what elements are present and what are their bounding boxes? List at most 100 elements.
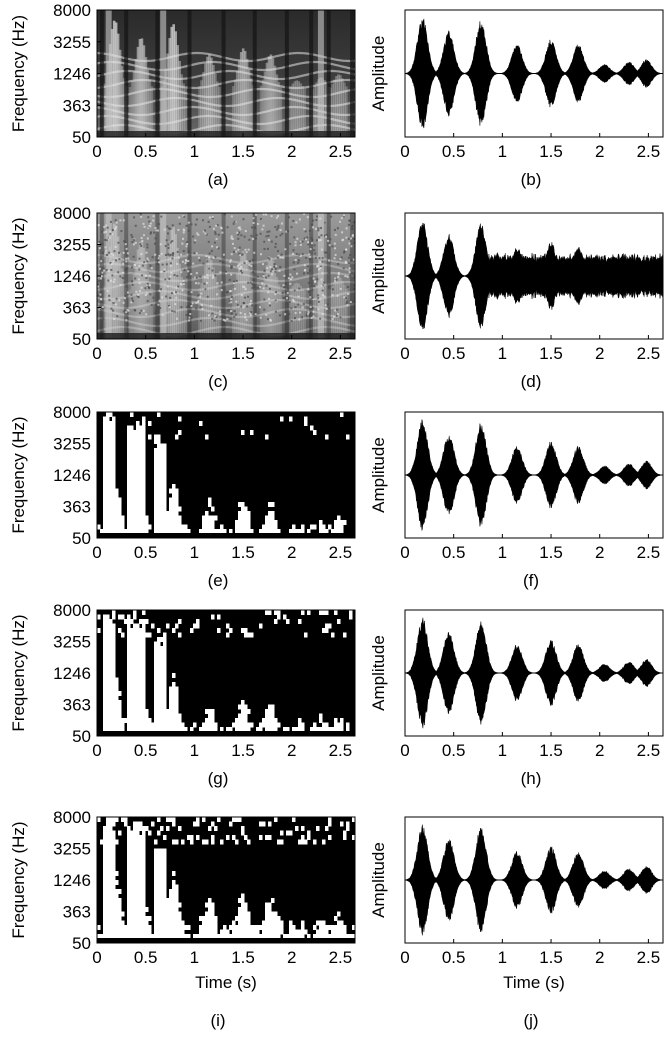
x-tick-label: 1 — [190, 741, 199, 760]
x-tick-label: 1.5 — [539, 948, 563, 967]
y-axis-label: Frequency (Hz) — [9, 614, 28, 731]
x-tick-label: 2 — [595, 948, 604, 967]
panel-j: 0 0.5 1 1.5 2 2.5 Amplitude Time (s) (j) — [369, 816, 664, 1030]
binary-mask-image — [97, 412, 355, 538]
panel-d: 0 0.5 1 1.5 2 2.5 Amplitude (d) — [369, 212, 664, 391]
x-tick-label: 0.5 — [442, 948, 466, 967]
x-tick-label: 2.5 — [329, 741, 353, 760]
x-tick-label: 1.5 — [539, 741, 563, 760]
y-tick-label: 1246 — [53, 466, 91, 485]
spectrogram-image — [97, 10, 355, 137]
binary-mask-image — [97, 610, 355, 736]
x-tick-label: 2.5 — [329, 948, 353, 967]
y-tick-label: 8000 — [53, 403, 91, 422]
y-tick-label: 8000 — [53, 204, 91, 223]
x-tick-label: 1 — [190, 543, 199, 562]
y-tick-label: 8000 — [53, 1, 91, 20]
x-tick-label: 1.5 — [231, 142, 255, 161]
x-tick-label: 0.5 — [134, 948, 158, 967]
y-tick-label: 50 — [72, 330, 91, 349]
panel-f: 0 0.5 1 1.5 2 2.5 Amplitude (f) — [369, 411, 664, 590]
x-tick-label: 1.5 — [539, 142, 563, 161]
y-tick-label: 3255 — [53, 236, 91, 255]
panel-i: 0 0.5 1 1.5 2 2.5 50 363 1246 3255 8000 Frequency (… — [9, 808, 356, 1030]
x-tick-label: 1.5 — [231, 344, 255, 363]
y-tick-label: 363 — [63, 696, 91, 715]
y-tick-label: 1246 — [53, 664, 91, 683]
x-tick-label: 0.5 — [134, 344, 158, 363]
x-tick-label: 2.5 — [637, 142, 661, 161]
x-tick-label: 0 — [400, 948, 409, 967]
x-tick-label: 1 — [190, 344, 199, 363]
x-tick-label: 2.5 — [637, 344, 661, 363]
y-axis-label: Amplitude — [369, 842, 388, 918]
y-axis-label: Frequency (Hz) — [9, 821, 28, 938]
y-tick-label: 50 — [72, 128, 91, 147]
panel-label: (e) — [208, 571, 229, 590]
x-tick-label: 2.5 — [637, 948, 661, 967]
y-tick-label: 3255 — [53, 33, 91, 52]
panel-label: (i) — [210, 1011, 225, 1030]
binary-mask-image — [97, 817, 355, 943]
y-tick-label: 1246 — [53, 65, 91, 84]
panel-c: 0 0.5 1 1.5 2 2.5 50 363 1246 3255 8000 Frequency (… — [9, 204, 356, 391]
x-tick-label: 2 — [287, 344, 296, 363]
y-axis-label: Frequency (Hz) — [9, 217, 28, 334]
x-tick-label: 0.5 — [442, 344, 466, 363]
x-tick-label: 2.5 — [637, 543, 661, 562]
y-axis-label: Frequency (Hz) — [9, 15, 28, 132]
y-tick-label: 363 — [63, 498, 91, 517]
panel-a: 0 0.5 1 1.5 2 2.5 50 363 1246 3255 8000 Frequency (… — [9, 1, 356, 189]
y-axis-label: Amplitude — [369, 635, 388, 711]
x-tick-label: 2 — [595, 344, 604, 363]
panel-label: (b) — [521, 170, 542, 189]
panel-label: (g) — [208, 769, 229, 788]
x-tick-label: 2.5 — [329, 142, 353, 161]
panel-e: 0 0.5 1 1.5 2 2.5 50 363 1246 3255 8000 Frequency (… — [9, 403, 356, 590]
y-tick-label: 8000 — [53, 601, 91, 620]
panel-label: (f) — [523, 571, 539, 590]
x-tick-label: 1.5 — [539, 543, 563, 562]
panel-label: (d) — [521, 372, 542, 391]
y-tick-label: 363 — [63, 903, 91, 922]
x-axis-label: Time (s) — [195, 973, 257, 992]
y-tick-label: 50 — [72, 934, 91, 953]
x-tick-label: 2 — [287, 543, 296, 562]
x-tick-label: 1 — [190, 142, 199, 161]
x-tick-label: 2 — [595, 741, 604, 760]
panel-frame — [404, 9, 664, 138]
panel-label: (c) — [208, 372, 228, 391]
x-tick-label: 0 — [92, 741, 101, 760]
x-tick-label: 2.5 — [637, 741, 661, 760]
x-tick-label: 2 — [287, 741, 296, 760]
panel-frame — [404, 609, 664, 737]
x-tick-label: 0 — [92, 344, 101, 363]
y-tick-label: 50 — [72, 529, 91, 548]
x-tick-label: 1 — [190, 948, 199, 967]
x-tick-label: 2 — [595, 142, 604, 161]
x-tick-label: 0 — [92, 142, 101, 161]
x-tick-label: 2 — [287, 142, 296, 161]
x-tick-label: 1 — [498, 142, 507, 161]
panel-frame — [404, 212, 664, 340]
y-tick-label: 3255 — [53, 633, 91, 652]
x-tick-label: 1 — [498, 948, 507, 967]
x-tick-label: 1.5 — [539, 344, 563, 363]
y-tick-label: 3255 — [53, 840, 91, 859]
panel-frame — [404, 816, 664, 944]
x-tick-label: 2.5 — [329, 344, 353, 363]
x-tick-label: 2.5 — [329, 543, 353, 562]
x-tick-label: 0.5 — [442, 741, 466, 760]
x-tick-label: 0.5 — [134, 741, 158, 760]
x-tick-label: 0 — [400, 543, 409, 562]
x-tick-label: 0 — [400, 344, 409, 363]
panel-label: (a) — [208, 170, 229, 189]
panel-label: (j) — [523, 1011, 538, 1030]
x-tick-label: 0.5 — [134, 142, 158, 161]
x-tick-label: 0 — [400, 142, 409, 161]
x-tick-label: 1.5 — [231, 741, 255, 760]
x-tick-label: 0 — [92, 948, 101, 967]
x-tick-label: 1.5 — [231, 948, 255, 967]
spectrogram-image — [97, 213, 355, 339]
